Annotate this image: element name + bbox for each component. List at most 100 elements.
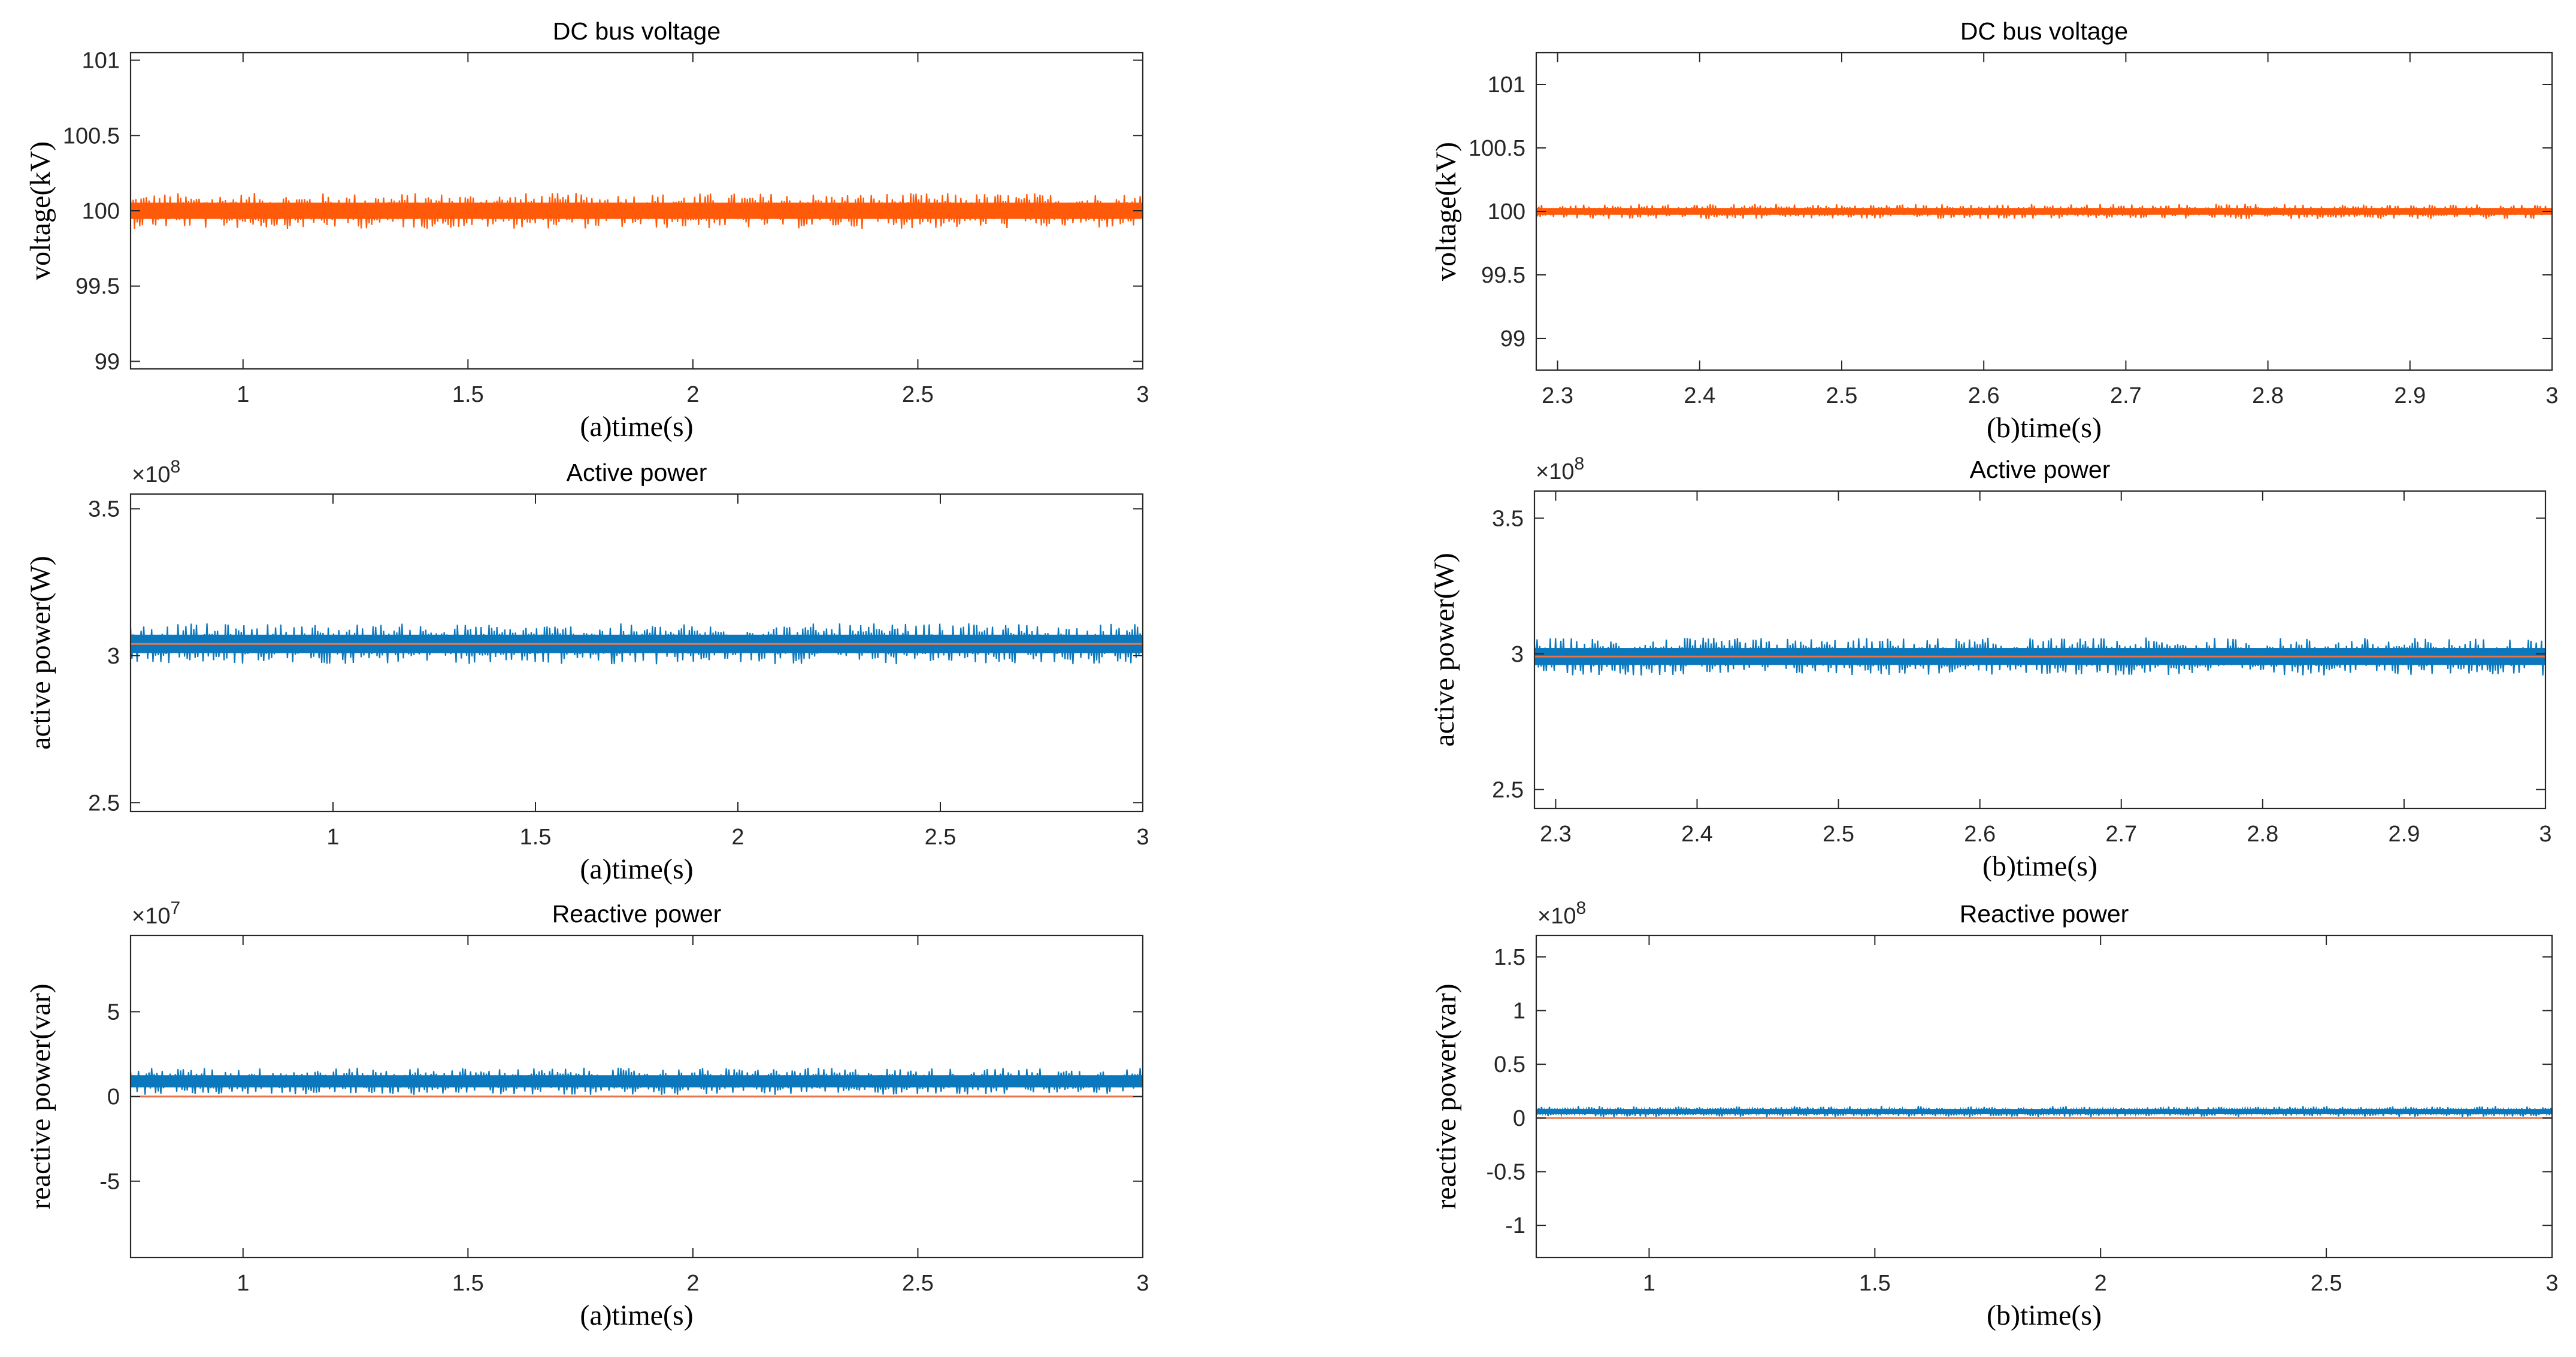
data-layer	[131, 1067, 1143, 1098]
axis-exponent: ×107	[132, 898, 180, 929]
x-tick-label: 2.8	[2247, 822, 2278, 847]
x-tick-label: 2.9	[2389, 822, 2420, 847]
y-tick-label: 3.5	[1492, 506, 1524, 531]
chart-b1: 2.3 2.4 2.5 2.6 2.7 2.8 2.9 3 99 99.5 100 100.5 101 D…	[1430, 17, 2559, 444]
y-tick-label: 100.5	[1469, 136, 1525, 161]
x-tick-label: 1	[1643, 1271, 1655, 1296]
y-tick-label: 0	[1513, 1106, 1525, 1131]
y-tick-label: -5	[99, 1170, 120, 1195]
y-tick-label: 3	[1511, 642, 1524, 667]
x-tick-label: 3	[1136, 825, 1149, 850]
chart-b3: 1 1.5 2 2.5 3 -1 -0.5 0 0.5 1 1.5 ×108 Reactive powe…	[1430, 898, 2559, 1331]
chart-a1: 1 1.5 2 2.5 3 99 99.5 100 100.5 101 DC bus voltage…	[25, 17, 1149, 443]
x-tick-label: 2.3	[1540, 822, 1572, 847]
y-tick-label: 3	[107, 644, 120, 669]
y-tick-label: 100	[1488, 199, 1525, 225]
x-tick-label: 1.5	[1859, 1271, 1891, 1296]
y-tick-label: 99.5	[75, 274, 120, 299]
chart-title: Active power	[1970, 456, 2111, 483]
x-tick-label: 2	[686, 382, 699, 407]
y-tick-label: 100.5	[63, 123, 120, 149]
axis-exponent: ×108	[1537, 898, 1586, 929]
y-axis-label: reactive power(var)	[25, 983, 56, 1209]
chart-title: Reactive power	[552, 900, 722, 928]
series-core-b3-0	[1536, 1109, 2552, 1114]
chart-a2: 1 1.5 2 2.5 3 2.5 3 3.5 ×108 Active power (a)time(…	[25, 457, 1149, 885]
x-tick-label: 3	[1136, 382, 1149, 407]
axis-exponent: ×108	[1536, 454, 1584, 484]
y-tick-label: 2.5	[1492, 777, 1524, 802]
y-tick-label: 99	[1500, 326, 1525, 352]
y-tick-label: -1	[1505, 1213, 1525, 1238]
y-tick-label: 0.5	[1494, 1052, 1525, 1077]
x-tick-label: 2.7	[2105, 822, 2137, 847]
y-tick-label: 100	[82, 199, 120, 224]
x-axis-label: (a)time(s)	[580, 1300, 693, 1331]
axes-box	[1535, 934, 2553, 1259]
x-tick-label: 2.4	[1684, 383, 1715, 408]
y-tick-label: 99	[95, 349, 120, 374]
y-tick-label: 3.5	[88, 497, 120, 522]
x-tick-label: 1	[237, 1271, 249, 1296]
x-tick-label: 3	[1136, 1271, 1149, 1296]
x-tick-label: 2.5	[1823, 822, 1854, 847]
plot-area	[1536, 935, 2552, 1258]
y-axis-label: reactive power(var)	[1430, 983, 1462, 1209]
x-tick-label: 2.5	[925, 825, 956, 850]
x-axis-label: (b)time(s)	[1987, 1300, 2102, 1331]
x-tick-label: 2.9	[2394, 383, 2426, 408]
x-tick-label: 3	[2545, 1271, 2558, 1296]
x-tick-label: 1.5	[452, 382, 484, 407]
series-core-b1-0	[1536, 208, 2552, 215]
y-tick-label: 1	[1513, 999, 1525, 1024]
x-tick-label: 1.5	[452, 1271, 484, 1296]
x-tick-label: 2.6	[1964, 822, 1996, 847]
x-tick-label: 2.8	[2252, 383, 2284, 408]
data-layer	[131, 192, 1143, 229]
x-tick-label: 2	[686, 1271, 699, 1296]
x-tick-label: 2.6	[1968, 383, 2000, 408]
y-tick-label: 101	[82, 49, 120, 74]
data-layer	[1536, 1105, 2552, 1119]
x-tick-label: 2.5	[902, 382, 934, 407]
axes-box	[129, 493, 1144, 813]
y-tick-label: -0.5	[1487, 1160, 1525, 1185]
chart-title: DC bus voltage	[1960, 17, 2128, 45]
y-axis-label: active power(W)	[25, 556, 56, 750]
axes-box	[1533, 490, 2547, 810]
x-tick-label: 1.5	[520, 825, 552, 850]
x-axis-label: (a)time(s)	[580, 411, 693, 443]
x-tick-label: 2	[731, 825, 744, 850]
data-layer	[131, 623, 1143, 665]
x-axis-label: (b)time(s)	[1982, 850, 2097, 882]
chart-title: Reactive power	[1960, 900, 2129, 928]
x-tick-label: 3	[2545, 383, 2558, 408]
x-tick-label: 3	[2539, 822, 2551, 847]
x-tick-label: 2.5	[902, 1271, 934, 1296]
y-tick-label: 0	[107, 1085, 120, 1110]
series-core-a1-0	[131, 202, 1143, 219]
y-axis-label: voltage(kV)	[25, 141, 56, 280]
y-tick-label: 5	[107, 999, 120, 1025]
x-tick-label: 2.7	[2110, 383, 2142, 408]
y-axis-label: active power(W)	[1428, 553, 1460, 747]
data-layer	[1536, 204, 2552, 219]
y-tick-label: 101	[1488, 72, 1525, 98]
chart-b2: 2.3 2.4 2.5 2.6 2.7 2.8 2.9 3 2.5 3 3.5 ×108 Active …	[1428, 454, 2552, 882]
y-tick-label: 1.5	[1494, 945, 1525, 970]
x-tick-label: 1	[326, 825, 339, 850]
y-tick-label: 2.5	[88, 790, 120, 816]
x-axis-label: (b)time(s)	[1987, 412, 2102, 444]
x-tick-label: 2.4	[1681, 822, 1713, 847]
x-tick-label: 2	[2094, 1271, 2107, 1296]
chart-title: Active power	[567, 459, 707, 486]
x-axis-label: (a)time(s)	[580, 853, 693, 885]
x-tick-label: 2.3	[1542, 383, 1573, 408]
chart-title: DC bus voltage	[553, 17, 721, 45]
series-core-a3-0	[131, 1075, 1143, 1088]
x-tick-label: 2.5	[2311, 1271, 2342, 1296]
x-tick-label: 1	[237, 382, 249, 407]
data-layer	[1534, 637, 2545, 676]
x-tick-label: 2.5	[1826, 383, 1858, 408]
